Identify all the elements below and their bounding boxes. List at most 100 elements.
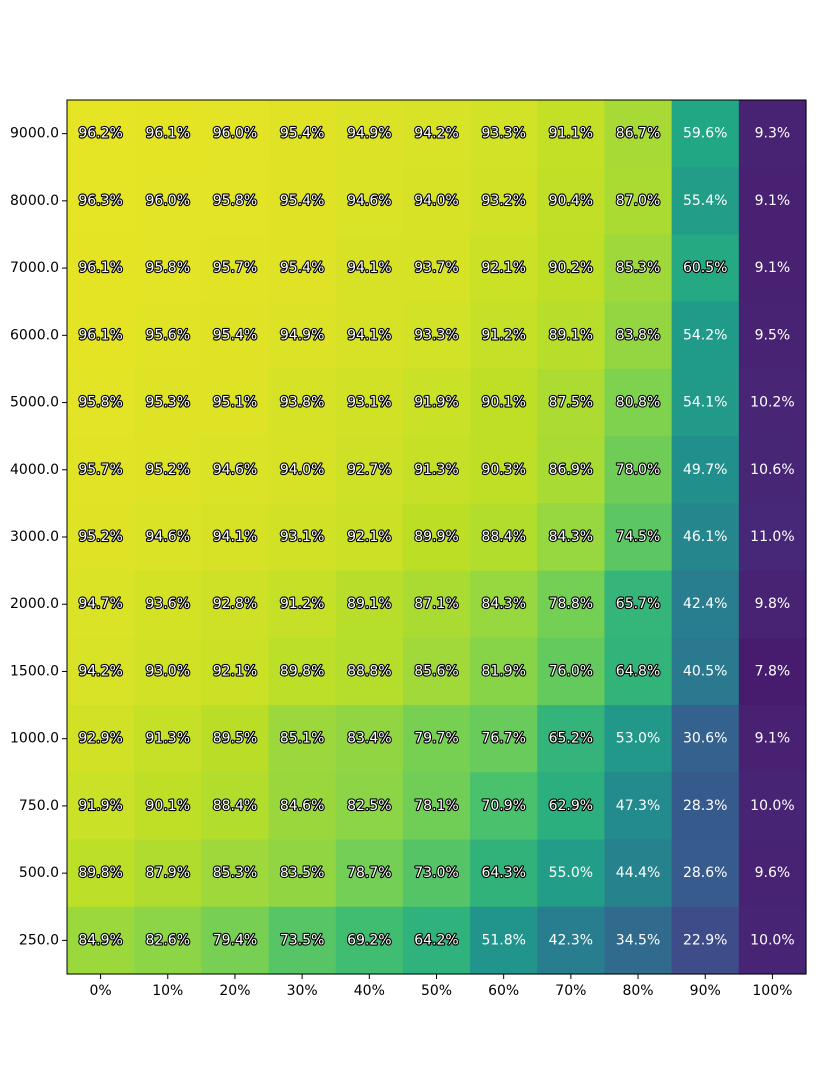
heatmap-cell [201,234,270,303]
heatmap-cell-label: 96.1% [78,327,122,343]
heatmap-cell-label: 64.3% [481,865,525,881]
heatmap-cell-label: 84.9% [78,932,122,948]
heatmap-cell-label: 92.1% [347,529,391,545]
heatmap-cell [738,839,807,908]
heatmap-cell [738,705,807,773]
heatmap-cell-label: 79.4% [213,932,257,948]
heatmap-cell [402,906,471,975]
heatmap-cell-label: 83.5% [280,865,324,881]
heatmap-cell [604,839,673,908]
heatmap-cell-label: 84.3% [549,529,593,545]
heatmap-cell-label: 47.3% [616,798,660,814]
heatmap-cell [402,436,471,504]
heatmap-cell-label: 95.1% [213,395,257,411]
heatmap-cell-label: 94.1% [347,260,391,276]
heatmap-cell [738,234,807,303]
heatmap-cell-label: 62.9% [549,798,593,814]
heatmap-cell [201,100,270,168]
x-tick-label: 90% [690,983,721,999]
y-tick-label: 5000.0 [10,395,59,411]
heatmap-cell-label: 88.4% [481,529,525,545]
heatmap-cell [604,705,673,773]
heatmap-cell [671,906,740,975]
heatmap-cell-label: 90.3% [481,462,525,478]
heatmap-cell [604,906,673,975]
heatmap-cell-label: 73.5% [280,932,324,948]
heatmap-cell-label: 91.1% [549,126,593,142]
heatmap-cell [335,705,404,773]
heatmap-cell [134,100,202,168]
heatmap-cell [134,772,202,841]
heatmap-cell-label: 10.0% [750,932,794,948]
heatmap-cell-label: 54.2% [683,327,727,343]
heatmap-cell-label: 59.6% [683,126,727,142]
x-tick-label: 10% [152,983,183,999]
y-tick-label: 6000.0 [10,327,59,343]
heatmap-cell-label: 65.2% [549,731,593,747]
heatmap-cell [67,368,135,437]
heatmap-cell-label: 76.7% [481,731,525,747]
heatmap-cell [470,167,538,236]
heatmap-cell [67,772,135,841]
heatmap-cell [402,234,471,303]
heatmap-cell-label: 94.6% [347,193,391,209]
heatmap-cell [134,234,202,303]
y-tick-label: 1500.0 [10,663,59,679]
heatmap-cell-label: 94.2% [414,126,458,142]
heatmap-cell-label: 76.0% [549,663,593,679]
heatmap-cell-label: 88.8% [347,663,391,679]
heatmap-cell-labels: 96.2% 96.1% 96.0% 95.4% 94.9% 94.2% 93.3% 91.1%… [77,125,794,950]
heatmap-cell-label: 85.1% [280,731,324,747]
heatmap-cell-label: 92.9% [78,731,122,747]
heatmap-cell-label: 94.1% [213,529,257,545]
heatmap-cell [470,368,538,437]
heatmap-cell [738,436,807,504]
heatmap-cell-label: 91.2% [481,327,525,343]
heatmap-cell [335,906,404,975]
heatmap-cell [537,167,606,236]
heatmap-cell [604,234,673,303]
heatmap-cell-label: 96.0% [146,193,190,209]
heatmap-cell-label: 89.1% [347,596,391,612]
heatmap-cell [738,301,807,370]
heatmap-cell-label: 79.7% [414,731,458,747]
heatmap-cell-label: 78.7% [347,865,391,881]
heatmap-cell-label: 95.4% [280,193,324,209]
heatmap-cell [537,772,606,841]
heatmap-cells [67,100,807,975]
heatmap-cell [738,772,807,841]
y-axis: 9000.0 8000.0 7000.0 6000.0 5000.0 4000.0 3000… [10,126,67,948]
heatmap-cell-label: 54.1% [683,395,727,411]
heatmap-cell-label: 85.3% [213,865,257,881]
heatmap-cell [671,100,740,168]
heatmap-cell [134,570,202,639]
heatmap-cell-label: 82.6% [146,932,190,948]
heatmap-cell-label: 96.3% [78,193,122,209]
heatmap-cell-label: 86.9% [549,462,593,478]
heatmap-cell-label: 83.8% [616,327,660,343]
heatmap-cell [67,839,135,908]
heatmap-cell-label: 9.1% [755,731,791,747]
heatmap-cell [201,839,270,908]
heatmap-cell-label: 92.1% [481,260,525,276]
heatmap-cell-label: 93.7% [414,260,458,276]
heatmap-cell [268,167,337,236]
heatmap-cell [268,234,337,303]
heatmap-cell-label: 93.1% [280,529,324,545]
heatmap-cell-label: 46.1% [683,529,727,545]
heatmap-cell-label: 28.6% [683,865,727,881]
heatmap-cell [134,503,202,572]
heatmap-cell [201,301,270,370]
heatmap-cell-label: 22.9% [683,932,727,948]
heatmap-cell [402,705,471,773]
x-tick-label: 50% [421,983,452,999]
heatmap-cell [604,301,673,370]
heatmap-cell-label: 78.0% [616,462,660,478]
heatmap-cell-label: 11.0% [750,529,794,545]
y-tick-label: 8000.0 [10,193,59,209]
x-tick-label: 70% [555,983,586,999]
y-tick-label: 9000.0 [10,126,59,142]
heatmap-cell-label: 60.5% [683,260,727,276]
heatmap-cell-label: 95.4% [280,126,324,142]
heatmap-cell [738,100,807,168]
